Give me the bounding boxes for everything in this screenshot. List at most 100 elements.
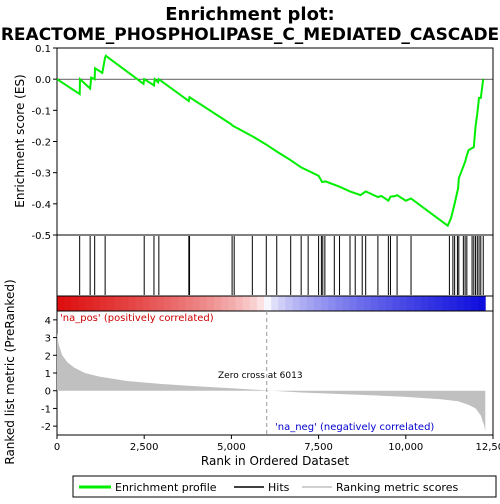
rank-ytick-label: 3	[45, 334, 51, 345]
zero-cross-label: Zero cross at 6013	[218, 371, 303, 381]
heat-segment	[278, 296, 286, 311]
rank-xtick-label: 5,000	[217, 442, 246, 453]
rank-ytick-label: -1	[41, 404, 51, 415]
heat-segment	[221, 296, 229, 311]
chart-title: Enrichment plot:	[165, 4, 335, 25]
heat-segment	[178, 296, 186, 311]
hits-panel-frame	[57, 235, 493, 296]
heat-segment	[100, 296, 108, 311]
heat-segment	[357, 296, 365, 311]
heat-segment	[385, 296, 393, 311]
es-ytick-label: 0.0	[35, 75, 51, 86]
rank-ytick-label: 4	[45, 316, 51, 327]
rank-ytick-label: 2	[45, 351, 51, 362]
legend-label-hits: Hits	[268, 481, 290, 494]
heat-segment	[257, 296, 265, 311]
rank-ytick-label: -2	[41, 422, 51, 433]
heat-segment	[150, 296, 158, 311]
heat-segment	[350, 296, 358, 311]
heat-segment	[78, 296, 86, 311]
heat-segment	[364, 296, 372, 311]
heat-segment	[243, 296, 251, 311]
heat-segment	[343, 296, 351, 311]
es-panel-frame	[57, 48, 493, 235]
es-ytick-label: 0.1	[35, 44, 51, 55]
heat-segment	[471, 296, 479, 311]
rank-xtick-label: 12,500	[476, 442, 500, 453]
heat-segment	[464, 296, 472, 311]
heat-segment	[271, 296, 279, 311]
heat-segment	[114, 296, 122, 311]
heat-segment	[171, 296, 179, 311]
heat-segment	[285, 296, 293, 311]
heat-segment	[400, 296, 408, 311]
heat-segment	[321, 296, 329, 311]
rank-xtick-label: 7,500	[304, 442, 333, 453]
heat-segment	[335, 296, 343, 311]
neg-label: 'na_neg' (negatively correlated)	[275, 422, 434, 433]
es-ytick-label: -0.5	[31, 231, 51, 242]
legend-label-enrichment-profile: Enrichment profile	[115, 481, 217, 494]
rank-ytick-label: 1	[45, 369, 51, 380]
es-ytick-label: -0.2	[31, 138, 51, 149]
pos-label: 'na_pos' (positively correlated)	[60, 313, 214, 324]
heat-segment	[136, 296, 144, 311]
heat-segment	[128, 296, 136, 311]
hits-panel	[57, 235, 493, 296]
es-panel: 0.1 0.0 -0.1 -0.2 -0.3 -0.4 -0.5 Enrichment sc…	[13, 44, 493, 242]
heat-segment	[86, 296, 94, 311]
heat-segment	[457, 296, 465, 311]
heat-segment	[300, 296, 308, 311]
heat-segment	[378, 296, 386, 311]
rank-heat-bar	[57, 296, 486, 311]
rank-xtick-label: 2,500	[130, 442, 159, 453]
heat-segment	[185, 296, 193, 311]
rank-ylabel: Ranked list metric (PreRanked)	[3, 279, 17, 464]
heat-segment	[393, 296, 401, 311]
heat-segment	[407, 296, 415, 311]
es-ytick-label: -0.3	[31, 169, 51, 180]
heat-segment	[328, 296, 336, 311]
heat-segment	[200, 296, 208, 311]
heat-segment	[371, 296, 379, 311]
heat-segment	[121, 296, 129, 311]
es-ytick-label: -0.1	[31, 106, 51, 117]
heat-segment	[214, 296, 222, 311]
heat-segment	[107, 296, 115, 311]
chart-subtitle: REACTOME_PHOSPHOLIPASE_C_MEDIATED_CASCAD…	[1, 25, 499, 45]
heat-segment	[64, 296, 72, 311]
heat-segment	[314, 296, 322, 311]
heat-segment	[307, 296, 315, 311]
heat-panel	[57, 296, 493, 311]
heat-segment	[228, 296, 236, 311]
heat-segment	[250, 296, 258, 311]
heat-segment	[450, 296, 458, 311]
heat-segment	[264, 296, 272, 311]
heat-segment	[478, 296, 486, 311]
heat-segment	[235, 296, 243, 311]
rank-xtick-label: 0	[54, 442, 60, 453]
heat-segment	[421, 296, 429, 311]
heat-segment	[414, 296, 422, 311]
heat-segment	[93, 296, 101, 311]
rank-ytick-label: 0	[45, 387, 51, 398]
heat-segment	[71, 296, 79, 311]
heat-segment	[293, 296, 301, 311]
heat-segment	[164, 296, 172, 311]
heat-segment	[143, 296, 151, 311]
heat-segment	[442, 296, 450, 311]
heat-segment	[157, 296, 165, 311]
legend: Enrichment profile Hits Ranking metric s…	[73, 476, 496, 497]
heat-segment	[428, 296, 436, 311]
heat-segment	[435, 296, 443, 311]
es-ytick-label: -0.4	[31, 200, 51, 211]
heat-segment	[57, 296, 65, 311]
es-ylabel: Enrichment score (ES)	[13, 74, 27, 207]
heat-segment	[207, 296, 215, 311]
rank-xtick-label: 10,000	[388, 442, 423, 453]
legend-label-ranking-metric-scores: Ranking metric scores	[336, 481, 458, 494]
heat-segment	[193, 296, 201, 311]
rank-xlabel: Rank in Ordered Dataset	[201, 454, 349, 468]
